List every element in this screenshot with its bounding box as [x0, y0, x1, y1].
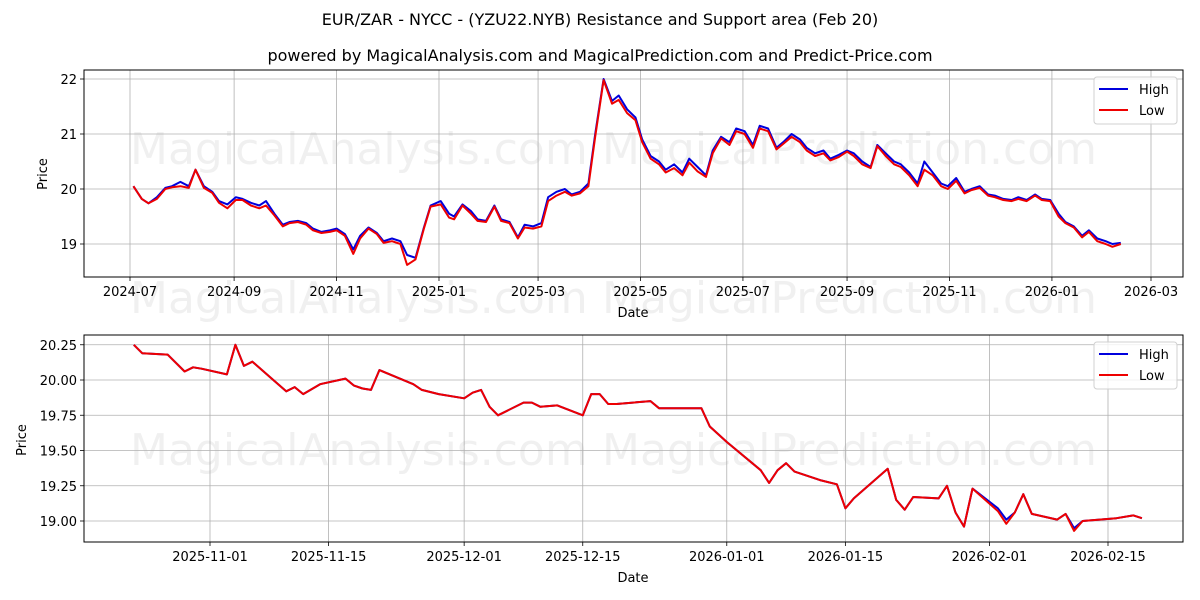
x-tick-label: 2026-01-01 [689, 550, 765, 565]
chart-title: EUR/ZAR - NYCC - (YZU22.NYB) Resistance … [321, 10, 879, 29]
y-tick-label: 19.50 [40, 445, 77, 460]
top-y-axis-label: Price [36, 158, 51, 190]
y-tick-label: 19 [60, 238, 77, 253]
bottom-y-axis-label: Price [15, 424, 30, 456]
series-line-high [132, 78, 1121, 259]
bottom-chart-panel: MagicalAnalysis.com MagicalPrediction.co… [15, 334, 1184, 586]
x-tick-label: 2026-02-01 [952, 550, 1028, 565]
x-tick-label: 2025-07 [716, 285, 770, 300]
top-legend: High Low [1093, 76, 1178, 125]
y-tick-label: 19.00 [40, 515, 77, 530]
legend-low-label: Low [1139, 104, 1165, 119]
x-tick-label: 2025-11-15 [291, 550, 367, 565]
x-tick-label: 2025-11-01 [172, 550, 248, 565]
series-line-low [133, 343, 1143, 532]
y-tick-label: 22 [60, 73, 77, 88]
x-tick-label: 2025-09 [820, 285, 874, 300]
x-tick-label: 2026-01 [1025, 285, 1079, 300]
x-tick-label: 2024-11 [309, 285, 363, 300]
x-tick-label: 2026-01-15 [808, 550, 884, 565]
bottom-legend: High Low [1093, 341, 1178, 390]
bottom-grid [84, 335, 1183, 542]
watermark-text: MagicalAnalysis.com [130, 124, 588, 175]
y-tick-label: 20.25 [40, 339, 77, 354]
x-tick-label: 2025-03 [511, 285, 565, 300]
chart-subtitle: powered by MagicalAnalysis.com and Magic… [267, 46, 933, 65]
x-tick-label: 2025-12-15 [545, 550, 621, 565]
x-tick-label: 2024-07 [103, 285, 157, 300]
top-series-lines [132, 78, 1122, 266]
watermark-text: MagicalPrediction.com [602, 273, 1097, 324]
top-axes-frame [83, 69, 1184, 278]
bottom-series-lines [133, 343, 1143, 532]
top-grid [84, 70, 1183, 277]
x-tick-label: 2025-05 [613, 285, 667, 300]
y-tick-label: 20 [60, 183, 77, 198]
y-tick-label: 19.25 [40, 480, 77, 495]
bottom-axes-frame [83, 334, 1184, 543]
legend-high-label: High [1139, 83, 1169, 98]
top-axis-ticks: 2024-07 2024-09 2024-11 2025-01 2025-03 2025-… [60, 73, 1178, 300]
bottom-x-axis-label: Date [617, 571, 648, 586]
x-tick-label: 2024-09 [207, 285, 261, 300]
legend-low-label: Low [1139, 369, 1165, 384]
x-tick-label: 2025-01 [412, 285, 466, 300]
watermark-text: MagicalAnalysis.com [130, 273, 588, 324]
x-tick-label: 2026-03 [1124, 285, 1178, 300]
top-x-axis-label: Date [617, 306, 648, 321]
y-tick-label: 21 [60, 128, 77, 143]
x-tick-label: 2025-12-01 [426, 550, 502, 565]
x-tick-label: 2025-11 [922, 285, 976, 300]
y-tick-label: 20.00 [40, 374, 77, 389]
legend-high-label: High [1139, 348, 1169, 363]
y-tick-label: 19.75 [40, 409, 77, 424]
bottom-axis-ticks: 2025-11-01 2025-11-15 2025-12-01 2025-12-15… [40, 339, 1146, 565]
series-line-low [132, 79, 1122, 266]
top-chart-panel: MagicalAnalysis.com MagicalPrediction.co… [36, 69, 1184, 324]
x-tick-label: 2026-02-15 [1070, 550, 1146, 565]
